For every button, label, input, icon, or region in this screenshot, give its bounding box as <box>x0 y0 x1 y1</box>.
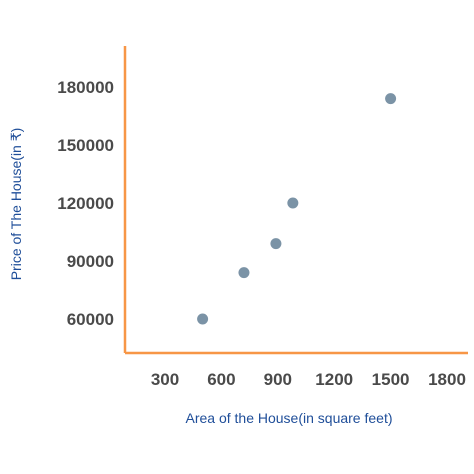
data-point <box>287 197 299 209</box>
y-tick-label: 60000 <box>67 310 114 329</box>
x-tick-label: 600 <box>207 370 235 389</box>
x-tick-label: 900 <box>264 370 292 389</box>
y-tick-labels: 60000 90000 120000 150000 180000 <box>57 78 114 329</box>
x-tick-labels: 300 600 900 1200 1500 1800 <box>151 370 466 389</box>
y-tick-label: 180000 <box>57 78 114 97</box>
y-axis-title: Price of The House(in ₹) <box>8 128 24 281</box>
y-tick-label: 120000 <box>57 194 114 213</box>
data-point <box>238 267 250 279</box>
x-tick-label: 1500 <box>372 370 410 389</box>
x-tick-label: 1800 <box>428 370 466 389</box>
data-point <box>385 93 397 105</box>
x-tick-label: 1200 <box>315 370 353 389</box>
x-axis-title: Area of the House(in square feet) <box>185 410 392 426</box>
data-point <box>270 238 282 250</box>
y-tick-label: 150000 <box>57 136 114 155</box>
x-tick-label: 300 <box>151 370 179 389</box>
data-point <box>197 313 209 325</box>
y-tick-label: 90000 <box>67 252 114 271</box>
plot-layer <box>197 93 397 325</box>
